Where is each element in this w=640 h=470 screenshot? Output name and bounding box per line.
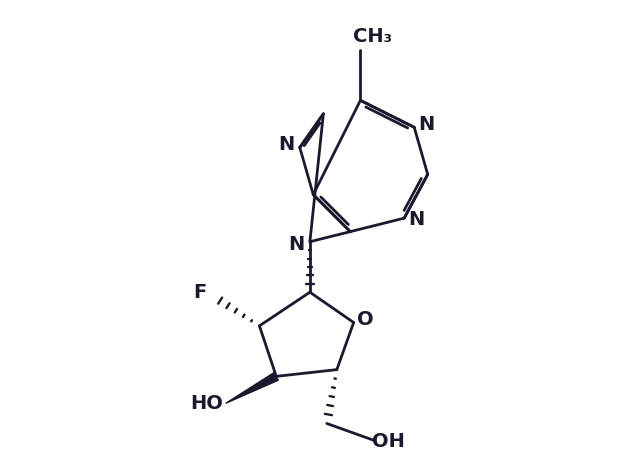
Text: HO: HO	[191, 394, 223, 414]
Text: OH: OH	[372, 432, 405, 451]
Text: N: N	[278, 135, 294, 154]
Text: F: F	[193, 283, 207, 302]
Text: N: N	[418, 115, 435, 134]
Text: N: N	[408, 210, 424, 229]
Polygon shape	[226, 373, 278, 403]
Text: N: N	[288, 235, 305, 254]
Text: CH₃: CH₃	[353, 27, 392, 46]
Text: O: O	[356, 310, 373, 329]
